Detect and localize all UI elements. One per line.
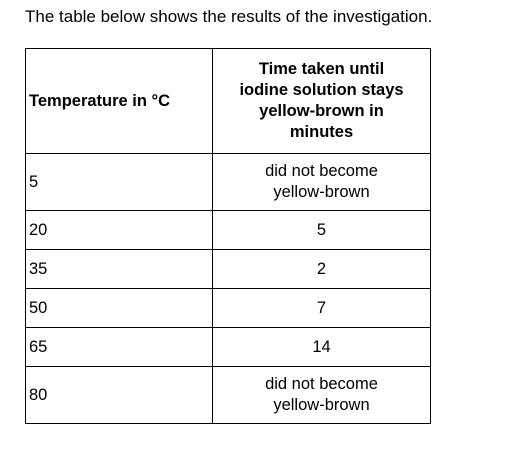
time-cell: did not become yellow-brown [212, 366, 431, 424]
results-table: Temperature in °C Time taken until iodin… [25, 48, 431, 424]
header-time-line: minutes [289, 123, 354, 141]
time-cell: did not become yellow-brown [212, 153, 431, 211]
temperature-cell: 35 [25, 249, 213, 289]
time-line: yellow-brown [273, 183, 370, 201]
temperature-cell: 50 [25, 288, 213, 328]
table-row: 50 7 [25, 288, 431, 328]
time-cell: 2 [212, 249, 431, 289]
temperature-cell: 80 [25, 366, 213, 424]
temperature-cell: 65 [25, 327, 213, 367]
table-row: 35 2 [25, 249, 431, 289]
header-time-line: iodine solution stays [239, 81, 404, 99]
temperature-cell: 20 [25, 210, 213, 250]
header-time-taken: Time taken until iodine solution stays y… [212, 48, 431, 154]
time-line: did not become [265, 162, 378, 180]
time-line: did not become [265, 375, 378, 393]
time-cell: 5 [212, 210, 431, 250]
table-row: 5 did not become yellow-brown [25, 153, 431, 211]
table-row: 65 14 [25, 327, 431, 367]
table-row: 80 did not become yellow-brown [25, 366, 431, 424]
time-line: yellow-brown [273, 396, 370, 414]
time-cell: 7 [212, 288, 431, 328]
header-row: Temperature in °C Time taken until iodin… [25, 48, 431, 154]
header-time-line: Time taken until [258, 60, 385, 78]
intro-text: The table below shows the results of the… [25, 7, 433, 26]
table-row: 20 5 [25, 210, 431, 250]
header-temperature: Temperature in °C [25, 48, 213, 154]
temperature-cell: 5 [25, 153, 213, 211]
header-time-line: yellow-brown in [259, 102, 384, 120]
time-cell: 14 [212, 327, 431, 367]
